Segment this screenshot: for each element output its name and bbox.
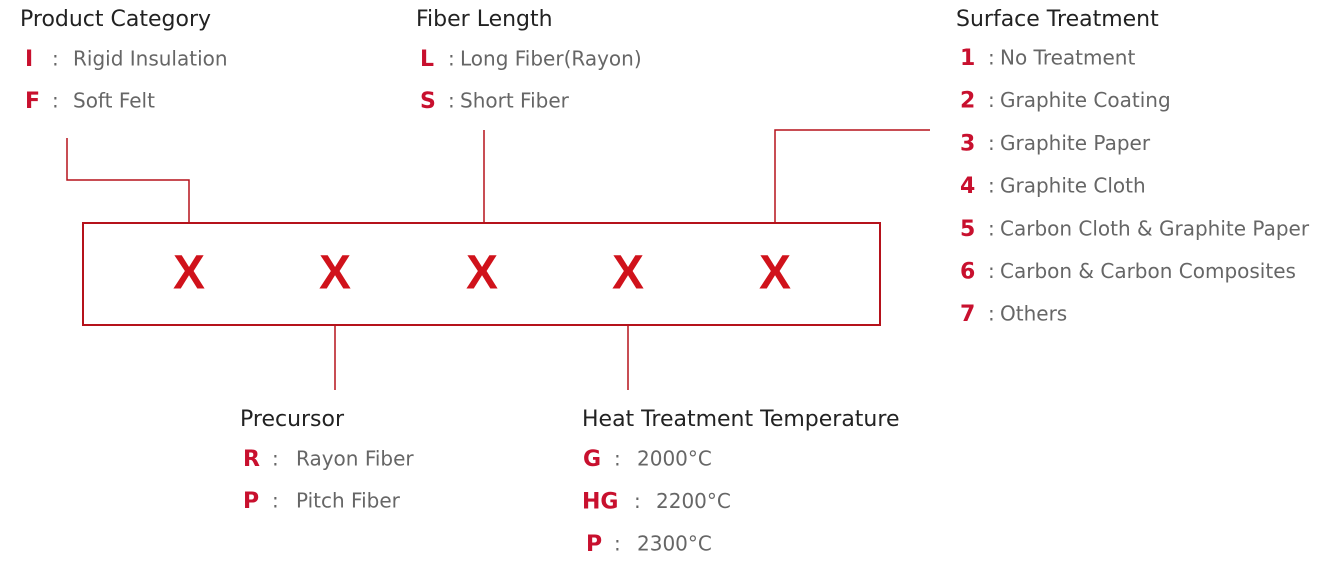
separator: :	[988, 259, 995, 283]
item-label: Soft Felt	[73, 89, 155, 113]
group-title: Fiber Length	[416, 7, 553, 32]
item-code: 6	[960, 260, 975, 285]
separator: :	[988, 216, 995, 240]
code-slot: X	[466, 247, 498, 300]
item-code: F	[25, 89, 40, 114]
item-label: Graphite Paper	[1000, 131, 1151, 155]
code-slot: X	[173, 247, 205, 300]
group-title: Precursor	[240, 407, 345, 432]
item-label: 2200°C	[656, 489, 731, 513]
item-code: HG	[582, 490, 618, 515]
item-code: P	[586, 532, 602, 557]
connector	[774, 129, 930, 223]
item-code: 1	[960, 46, 975, 71]
item-label: Others	[1000, 302, 1067, 326]
group-title: Product Category	[20, 7, 211, 32]
item-label: Rigid Insulation	[73, 47, 228, 71]
item-label: Short Fiber	[460, 89, 570, 113]
item-code: 5	[960, 217, 975, 242]
item-label: Rayon Fiber	[296, 447, 414, 471]
separator: :	[272, 447, 279, 471]
item-code: I	[25, 47, 33, 72]
separator: :	[988, 131, 995, 155]
item-code: L	[420, 47, 434, 72]
separator: :	[448, 47, 455, 71]
item-code: 7	[960, 302, 975, 327]
item-code: G	[583, 447, 601, 472]
separator: :	[272, 489, 279, 513]
separator: :	[988, 302, 995, 326]
item-label: Graphite Coating	[1000, 88, 1171, 112]
separator: :	[52, 89, 59, 113]
group-title: Surface Treatment	[956, 7, 1159, 32]
item-label: No Treatment	[1000, 46, 1135, 70]
separator: :	[52, 47, 59, 71]
item-label: Carbon Cloth & Graphite Paper	[1000, 216, 1310, 240]
separator: :	[448, 89, 455, 113]
code-slot: X	[319, 247, 351, 300]
item-code: R	[243, 447, 260, 472]
group-title: Heat Treatment Temperature	[582, 407, 899, 432]
item-code: P	[243, 489, 259, 514]
separator: :	[634, 489, 641, 513]
separator: :	[988, 88, 995, 112]
item-code: S	[420, 89, 436, 114]
code-slot: X	[612, 247, 644, 300]
code-slot: X	[759, 247, 791, 300]
separator: :	[988, 46, 995, 70]
item-label: 2300°C	[637, 532, 712, 556]
item-label: Long Fiber(Rayon)	[460, 47, 642, 71]
code-box	[82, 222, 881, 326]
item-label: Carbon & Carbon Composites	[1000, 259, 1296, 283]
connector	[66, 138, 190, 223]
item-code: 2	[960, 89, 975, 114]
item-label: 2000°C	[637, 447, 712, 471]
separator: :	[988, 174, 995, 198]
item-code: 4	[960, 174, 975, 199]
item-label: Graphite Cloth	[1000, 174, 1146, 198]
item-code: 3	[960, 131, 975, 156]
separator: :	[614, 532, 621, 556]
separator: :	[614, 447, 621, 471]
item-label: Pitch Fiber	[296, 489, 401, 513]
